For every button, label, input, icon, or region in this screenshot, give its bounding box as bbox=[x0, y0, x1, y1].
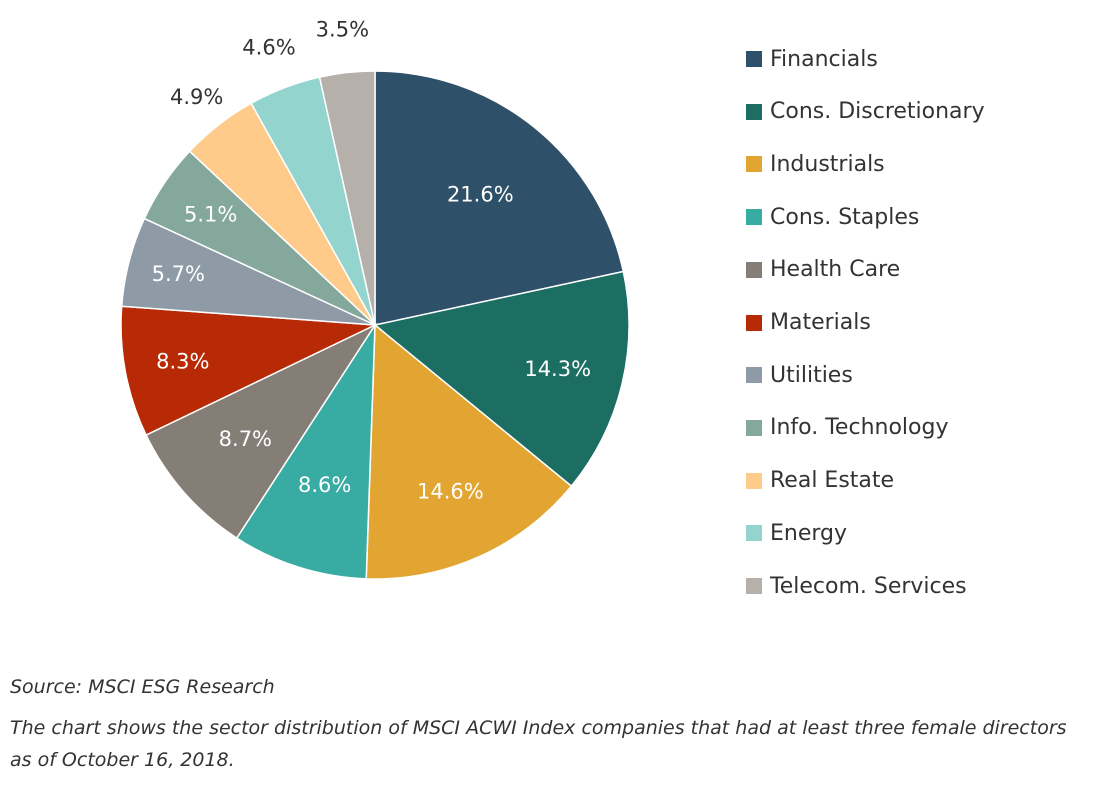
pie-data-labels: 21.6% 14.3% 14.6% 8.6% 8.7% 8.3% 5.7% 5.1% 4.9% 4… bbox=[152, 18, 591, 504]
legend-item-info-technology: Info. Technology bbox=[746, 413, 948, 443]
legend-item-real-estate: Real Estate bbox=[746, 466, 894, 496]
legend-label: Health Care bbox=[770, 257, 901, 283]
data-label-industrials: 14.6% bbox=[417, 480, 484, 504]
pie-slice-financials bbox=[374, 70, 625, 326]
data-label-financials: 21.6% bbox=[447, 183, 514, 207]
pie-slice-health-care bbox=[145, 323, 378, 540]
legend-swatch bbox=[746, 314, 762, 331]
pie-slice-industrials bbox=[365, 323, 573, 580]
legend-item-cons-discretionary: Cons. Discretionary bbox=[746, 97, 985, 127]
legend-swatch bbox=[746, 578, 762, 594]
data-label-health-care: 8.7% bbox=[219, 427, 272, 451]
legend-item-energy: Energy bbox=[746, 518, 847, 548]
source-note: Source: MSCI ESG Research bbox=[10, 676, 275, 698]
legend-label: Utilities bbox=[770, 362, 853, 388]
legend-label: Financials bbox=[770, 46, 878, 72]
data-label-cons-staples: 8.6% bbox=[298, 473, 351, 497]
chart-caption: The chart shows the sector distribution … bbox=[10, 717, 1067, 771]
pie-slice-cons-staples bbox=[235, 322, 376, 580]
legend-item-financials: Financials bbox=[746, 44, 878, 74]
data-label-telecom-services: 3.5% bbox=[316, 18, 369, 42]
legend-label: Cons. Discretionary bbox=[770, 99, 985, 125]
legend-item-materials: Materials bbox=[746, 308, 871, 338]
legend-label: Materials bbox=[770, 310, 871, 335]
data-label-utilities: 5.7% bbox=[152, 262, 205, 286]
legend-item-cons-staples: Cons. Staples bbox=[746, 202, 919, 232]
legend-label: Energy bbox=[770, 520, 848, 546]
legend-swatch bbox=[746, 51, 762, 67]
legend-swatch bbox=[746, 472, 762, 489]
legend-swatch bbox=[746, 525, 762, 542]
data-label-cons-discretionary: 14.3% bbox=[524, 357, 591, 381]
legend-swatch bbox=[746, 103, 762, 120]
data-label-energy: 4.6% bbox=[242, 35, 295, 59]
pie-slice-cons-discretionary bbox=[373, 270, 630, 488]
legend-item-utilities: Utilities bbox=[746, 360, 853, 390]
data-label-info-technology: 5.1% bbox=[184, 202, 237, 226]
legend-item-industrials: Industrials bbox=[746, 149, 885, 179]
pie-chart: 21.6% 14.3% 14.6% 8.6% 8.7% 8.3% 5.7% 5.1% 4.9% 4… bbox=[120, 18, 630, 580]
pie-slice-telecom-services bbox=[318, 70, 376, 326]
pie-slices bbox=[120, 70, 630, 580]
chart-footer: Source: MSCI ESG Research The chart show… bbox=[10, 676, 1090, 776]
legend-swatch bbox=[746, 419, 762, 436]
legend-swatch bbox=[746, 261, 762, 278]
legend-label: Telecom. Services bbox=[770, 573, 967, 599]
legend-item-health-care: Health Care bbox=[746, 255, 900, 285]
legend-swatch bbox=[746, 367, 762, 384]
legend-label: Real Estate bbox=[770, 468, 895, 494]
pie-slice-materials bbox=[120, 305, 378, 437]
legend-label: Cons. Staples bbox=[770, 204, 920, 230]
data-label-materials: 8.3% bbox=[156, 349, 209, 373]
data-label-real-estate: 4.9% bbox=[170, 85, 223, 109]
legend-label: Info. Technology bbox=[770, 415, 949, 441]
legend-swatch bbox=[746, 209, 762, 226]
legend-label: Industrials bbox=[770, 151, 885, 177]
legend-swatch bbox=[746, 156, 762, 173]
legend-item-telecom-services: Telecom. Services bbox=[746, 571, 967, 601]
